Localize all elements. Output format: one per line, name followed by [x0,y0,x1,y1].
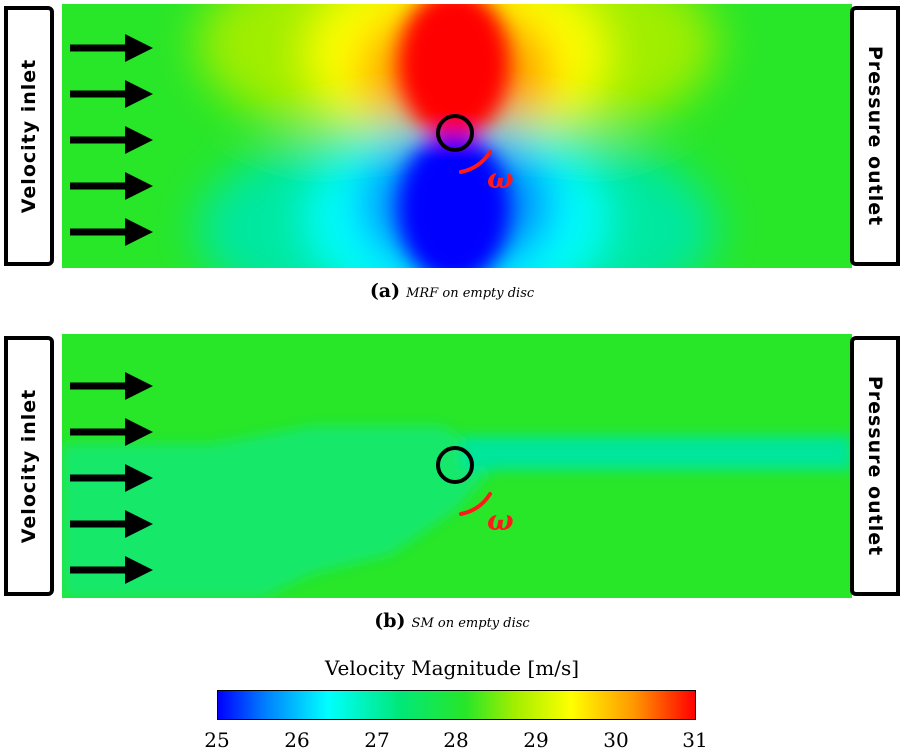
colorbar-title: Velocity Magnitude [m/s] [324,656,580,680]
caption-text: MRF on empty disc [406,286,535,301]
rotation-arc [459,492,492,516]
contour-plot-b [62,334,852,598]
colorbar-tick: 31 [682,728,708,752]
colorbar-tick: 28 [443,728,469,752]
caption-a: (a) MRF on empty disc [0,280,904,302]
overlay-a: ω [70,34,514,246]
disc-circle [436,446,474,484]
pressure-outlet-box: Pressure outlet [850,6,900,266]
colorbar-tick: 27 [364,728,390,752]
colorbar-tick: 26 [284,728,310,752]
panel-b: Velocity inlet Pressure outlet [0,334,904,632]
velocity-inlet-box: Velocity inlet [4,336,54,596]
overlay-b: ω [70,372,514,584]
colorbar-tick: 29 [523,728,549,752]
contour-plot-a [62,4,852,268]
omega-label: ω [487,504,514,537]
colorbar-tick: 30 [603,728,629,752]
velocity-inlet-box: Velocity inlet [4,6,54,266]
omega-label: ω [487,162,514,195]
velocity-field-a [62,4,852,268]
disc-circle [436,114,474,152]
rotation-arc [459,150,492,174]
caption-tag: (b) [374,610,406,632]
velocity-field-b [62,334,852,598]
caption-b: (b) SM on empty disc [0,610,904,632]
caption-text: SM on empty disc [411,616,530,631]
pressure-outlet-box: Pressure outlet [850,336,900,596]
colorbar-tick: 25 [204,728,230,752]
panel-a: Velocity inlet Pressure outlet [0,0,904,302]
colorbar [217,690,696,720]
caption-tag: (a) [369,280,401,302]
